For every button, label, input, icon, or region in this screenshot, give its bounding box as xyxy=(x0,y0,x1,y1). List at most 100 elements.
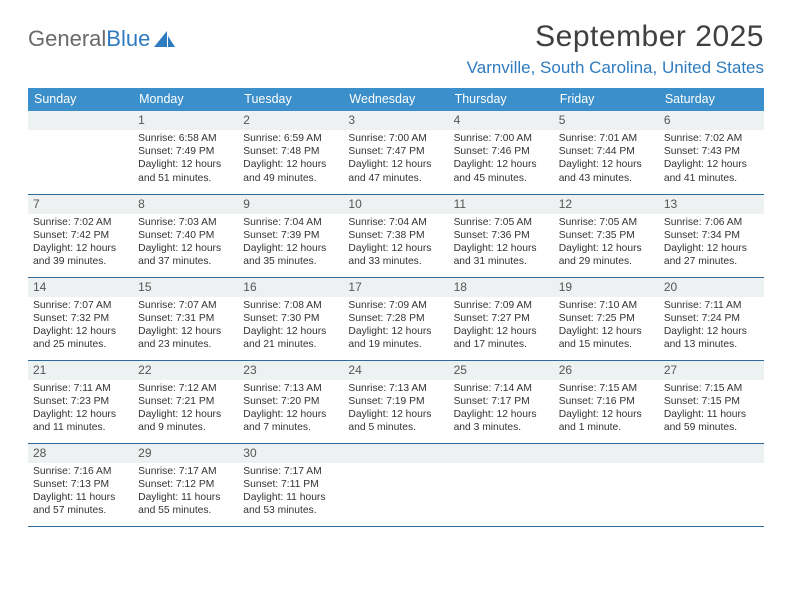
day-details: Sunrise: 7:05 AMSunset: 7:36 PMDaylight:… xyxy=(449,214,554,271)
sunset-line: Sunset: 7:28 PM xyxy=(348,312,444,325)
day-details: Sunrise: 6:58 AMSunset: 7:49 PMDaylight:… xyxy=(133,130,238,187)
calendar-week-row: 7Sunrise: 7:02 AMSunset: 7:42 PMDaylight… xyxy=(28,194,764,277)
sunrise-line: Sunrise: 7:13 AM xyxy=(348,382,444,395)
sunrise-line: Sunrise: 7:15 AM xyxy=(664,382,760,395)
day-number: 27 xyxy=(659,361,764,380)
day-details: Sunrise: 7:11 AMSunset: 7:24 PMDaylight:… xyxy=(659,297,764,354)
daylight-line: Daylight: 12 hours and 43 minutes. xyxy=(559,158,655,184)
day-number: 4 xyxy=(449,111,554,130)
sunrise-line: Sunrise: 7:17 AM xyxy=(138,465,234,478)
sunset-line: Sunset: 7:43 PM xyxy=(664,145,760,158)
day-details: Sunrise: 7:05 AMSunset: 7:35 PMDaylight:… xyxy=(554,214,659,271)
day-number: 1 xyxy=(133,111,238,130)
daylight-line: Daylight: 12 hours and 31 minutes. xyxy=(454,242,550,268)
calendar-day-cell: 22Sunrise: 7:12 AMSunset: 7:21 PMDayligh… xyxy=(133,360,238,443)
sunset-line: Sunset: 7:30 PM xyxy=(243,312,339,325)
sunset-line: Sunset: 7:19 PM xyxy=(348,395,444,408)
weekday-header: Monday xyxy=(133,88,238,111)
calendar-day-cell: 15Sunrise: 7:07 AMSunset: 7:31 PMDayligh… xyxy=(133,277,238,360)
sunrise-line: Sunrise: 7:04 AM xyxy=(348,216,444,229)
day-number: 12 xyxy=(554,195,659,214)
calendar-empty-cell xyxy=(28,111,133,194)
sunset-line: Sunset: 7:40 PM xyxy=(138,229,234,242)
calendar-day-cell: 10Sunrise: 7:04 AMSunset: 7:38 PMDayligh… xyxy=(343,194,448,277)
daylight-line: Daylight: 12 hours and 5 minutes. xyxy=(348,408,444,434)
day-number: 16 xyxy=(238,278,343,297)
location-text: Varnville, South Carolina, United States xyxy=(467,58,764,78)
day-number: 11 xyxy=(449,195,554,214)
sunset-line: Sunset: 7:15 PM xyxy=(664,395,760,408)
weekday-header: Friday xyxy=(554,88,659,111)
daylight-line: Daylight: 12 hours and 7 minutes. xyxy=(243,408,339,434)
day-number: 9 xyxy=(238,195,343,214)
sunset-line: Sunset: 7:32 PM xyxy=(33,312,129,325)
calendar-day-cell: 25Sunrise: 7:14 AMSunset: 7:17 PMDayligh… xyxy=(449,360,554,443)
calendar-day-cell: 13Sunrise: 7:06 AMSunset: 7:34 PMDayligh… xyxy=(659,194,764,277)
daylight-line: Daylight: 12 hours and 51 minutes. xyxy=(138,158,234,184)
day-number: 5 xyxy=(554,111,659,130)
calendar-day-cell: 9Sunrise: 7:04 AMSunset: 7:39 PMDaylight… xyxy=(238,194,343,277)
calendar-day-cell: 7Sunrise: 7:02 AMSunset: 7:42 PMDaylight… xyxy=(28,194,133,277)
day-details: Sunrise: 7:07 AMSunset: 7:32 PMDaylight:… xyxy=(28,297,133,354)
sunset-line: Sunset: 7:27 PM xyxy=(454,312,550,325)
calendar-day-cell: 17Sunrise: 7:09 AMSunset: 7:28 PMDayligh… xyxy=(343,277,448,360)
sunset-line: Sunset: 7:38 PM xyxy=(348,229,444,242)
sunrise-line: Sunrise: 7:12 AM xyxy=(138,382,234,395)
daylight-line: Daylight: 11 hours and 53 minutes. xyxy=(243,491,339,517)
sunrise-line: Sunrise: 7:05 AM xyxy=(559,216,655,229)
day-details: Sunrise: 7:02 AMSunset: 7:42 PMDaylight:… xyxy=(28,214,133,271)
sunset-line: Sunset: 7:21 PM xyxy=(138,395,234,408)
daylight-line: Daylight: 12 hours and 33 minutes. xyxy=(348,242,444,268)
sunset-line: Sunset: 7:11 PM xyxy=(243,478,339,491)
sunrise-line: Sunrise: 7:06 AM xyxy=(664,216,760,229)
day-details: Sunrise: 7:14 AMSunset: 7:17 PMDaylight:… xyxy=(449,380,554,437)
sunset-line: Sunset: 7:24 PM xyxy=(664,312,760,325)
day-details: Sunrise: 7:10 AMSunset: 7:25 PMDaylight:… xyxy=(554,297,659,354)
day-number: 29 xyxy=(133,444,238,463)
sunrise-line: Sunrise: 7:03 AM xyxy=(138,216,234,229)
title-block: September 2025 Varnville, South Carolina… xyxy=(467,20,764,78)
calendar-day-cell: 8Sunrise: 7:03 AMSunset: 7:40 PMDaylight… xyxy=(133,194,238,277)
calendar-day-cell: 29 Sunrise: 7:17 AMSunset: 7:12 PMDayligh… xyxy=(133,443,238,526)
sunrise-line: Sunrise: 7:16 AM xyxy=(33,465,129,478)
calendar-day-cell: 16Sunrise: 7:08 AMSunset: 7:30 PMDayligh… xyxy=(238,277,343,360)
daylight-line: Daylight: 12 hours and 13 minutes. xyxy=(664,325,760,351)
calendar-empty-cell xyxy=(554,443,659,526)
header: GeneralBlue September 2025 Varnville, So… xyxy=(28,20,764,78)
sunrise-line: Sunrise: 6:58 AM xyxy=(138,132,234,145)
daylight-line: Daylight: 12 hours and 47 minutes. xyxy=(348,158,444,184)
weekday-header: Wednesday xyxy=(343,88,448,111)
day-details: Sunrise: 7:16 AMSunset: 7:13 PMDaylight:… xyxy=(28,463,133,520)
sunrise-line: Sunrise: 7:11 AM xyxy=(33,382,129,395)
calendar-day-cell: 21Sunrise: 7:11 AMSunset: 7:23 PMDayligh… xyxy=(28,360,133,443)
calendar-day-cell: 27 Sunrise: 7:15 AMSunset: 7:15 PMDayligh… xyxy=(659,360,764,443)
calendar-day-cell: 19Sunrise: 7:10 AMSunset: 7:25 PMDayligh… xyxy=(554,277,659,360)
day-details: Sunrise: 7:01 AMSunset: 7:44 PMDaylight:… xyxy=(554,130,659,187)
brand-sail-icon xyxy=(153,30,177,48)
daylight-line: Daylight: 11 hours and 59 minutes. xyxy=(664,408,760,434)
calendar-day-cell: 12Sunrise: 7:05 AMSunset: 7:35 PMDayligh… xyxy=(554,194,659,277)
sunset-line: Sunset: 7:12 PM xyxy=(138,478,234,491)
calendar-week-row: 28Sunrise: 7:16 AMSunset: 7:13 PMDayligh… xyxy=(28,443,764,526)
day-details: Sunrise: 7:04 AMSunset: 7:39 PMDaylight:… xyxy=(238,214,343,271)
daylight-line: Daylight: 11 hours and 57 minutes. xyxy=(33,491,129,517)
daylight-line: Daylight: 11 hours and 55 minutes. xyxy=(138,491,234,517)
sunset-line: Sunset: 7:13 PM xyxy=(33,478,129,491)
brand-word1: General xyxy=(28,26,106,52)
calendar-day-cell: 6Sunrise: 7:02 AMSunset: 7:43 PMDaylight… xyxy=(659,111,764,194)
sunrise-line: Sunrise: 7:07 AM xyxy=(138,299,234,312)
sunrise-line: Sunrise: 7:11 AM xyxy=(664,299,760,312)
sunrise-line: Sunrise: 7:15 AM xyxy=(559,382,655,395)
day-number: 6 xyxy=(659,111,764,130)
weekday-header: Thursday xyxy=(449,88,554,111)
daylight-line: Daylight: 12 hours and 35 minutes. xyxy=(243,242,339,268)
sunrise-line: Sunrise: 7:10 AM xyxy=(559,299,655,312)
day-details: Sunrise: 7:00 AMSunset: 7:46 PMDaylight:… xyxy=(449,130,554,187)
daylight-line: Daylight: 12 hours and 39 minutes. xyxy=(33,242,129,268)
day-number: 23 xyxy=(238,361,343,380)
day-details: Sunrise: 7:04 AMSunset: 7:38 PMDaylight:… xyxy=(343,214,448,271)
sunrise-line: Sunrise: 7:09 AM xyxy=(348,299,444,312)
sunrise-line: Sunrise: 7:02 AM xyxy=(33,216,129,229)
calendar-day-cell: 30Sunrise: 7:17 AMSunset: 7:11 PMDayligh… xyxy=(238,443,343,526)
calendar-day-cell: 3Sunrise: 7:00 AMSunset: 7:47 PMDaylight… xyxy=(343,111,448,194)
